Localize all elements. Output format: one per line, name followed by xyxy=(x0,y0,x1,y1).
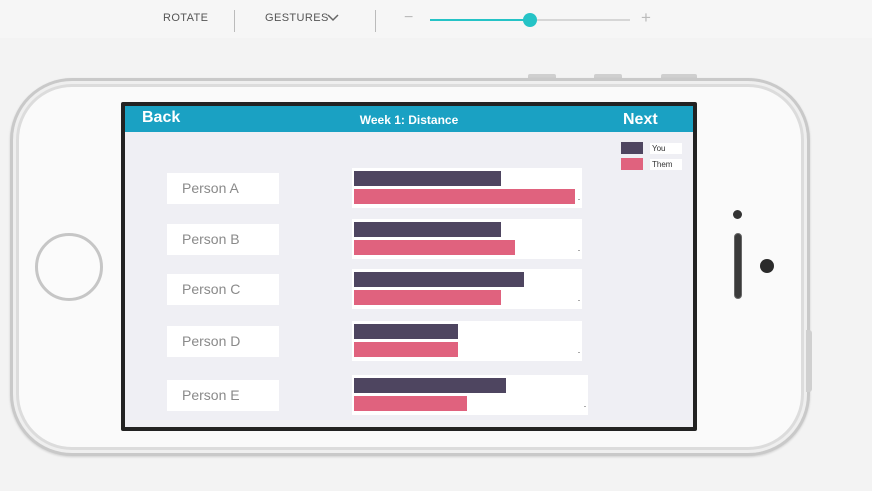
bar-you xyxy=(354,378,506,393)
toolbar-divider xyxy=(375,10,376,32)
bar-them xyxy=(354,240,515,255)
bar-marker xyxy=(578,352,580,353)
bar-marker xyxy=(578,250,580,251)
emulator-toolbar: ROTATE GESTURES − + xyxy=(0,0,872,38)
bar-you xyxy=(354,222,501,237)
legend-swatch xyxy=(621,142,643,154)
volume-button xyxy=(594,74,622,80)
zoom-slider-fill xyxy=(430,19,530,21)
bar-row xyxy=(352,321,582,361)
legend-item-you: You xyxy=(621,142,683,155)
chevron-down-icon[interactable] xyxy=(327,13,339,23)
proximity-sensor xyxy=(733,210,742,219)
gestures-dropdown[interactable]: GESTURES xyxy=(265,12,329,24)
toolbar-divider xyxy=(234,10,235,32)
power-button xyxy=(806,330,812,392)
legend-item-them: Them xyxy=(621,158,683,171)
legend-label: You xyxy=(650,143,682,154)
next-button[interactable]: Next xyxy=(623,111,658,128)
bar-them xyxy=(354,342,458,357)
volume-button xyxy=(528,74,556,80)
zoom-slider-thumb[interactable] xyxy=(523,13,537,27)
page-title: Week 1: Distance xyxy=(359,113,459,127)
legend-swatch xyxy=(621,158,643,170)
bar-row xyxy=(352,219,582,259)
bar-them xyxy=(354,396,467,411)
person-label: Person C xyxy=(167,274,279,305)
home-button[interactable] xyxy=(35,233,103,301)
earpiece-speaker xyxy=(734,233,742,299)
person-label: Person A xyxy=(167,173,279,204)
mute-switch xyxy=(661,74,697,80)
rotate-button[interactable]: ROTATE xyxy=(163,12,209,24)
bar-you xyxy=(354,272,524,287)
app-screen: Back Week 1: Distance Next You Them Pers… xyxy=(125,106,693,427)
back-button[interactable]: Back xyxy=(142,109,181,126)
zoom-out-button[interactable]: − xyxy=(404,9,414,26)
bar-row xyxy=(352,168,582,208)
zoom-slider[interactable] xyxy=(430,13,630,27)
zoom-in-button[interactable]: + xyxy=(641,8,651,27)
bar-marker xyxy=(584,406,586,407)
legend-label: Them xyxy=(650,159,682,170)
bar-them xyxy=(354,189,575,204)
bar-you xyxy=(354,171,501,186)
bar-them xyxy=(354,290,501,305)
app-header: Back Week 1: Distance Next xyxy=(125,106,693,132)
bar-row xyxy=(352,375,588,415)
bar-marker xyxy=(578,199,580,200)
phone-screen: Back Week 1: Distance Next You Them Pers… xyxy=(121,102,697,431)
bar-marker xyxy=(578,300,580,301)
bar-row xyxy=(352,269,582,309)
person-label: Person D xyxy=(167,326,279,357)
person-label: Person E xyxy=(167,380,279,411)
bar-you xyxy=(354,324,458,339)
front-camera xyxy=(760,259,774,273)
person-label: Person B xyxy=(167,224,279,255)
